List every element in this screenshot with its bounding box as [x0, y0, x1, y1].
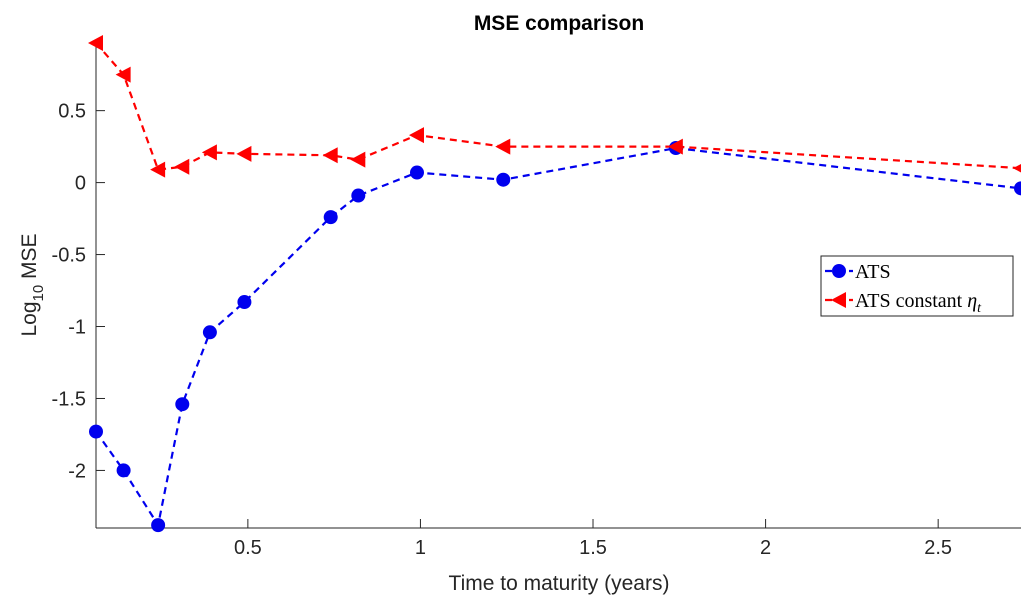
series-line-1	[95, 42, 1021, 171]
y-tick-label: -0.5	[52, 245, 86, 267]
x-tick-label: 1	[415, 537, 426, 559]
y-axis-label-rest: MSE	[18, 233, 41, 284]
series-layer	[88, 35, 1021, 533]
data-point-ats-constant	[667, 138, 683, 155]
legend-label-eta-symbol: η	[967, 290, 977, 312]
x-ticks: 0.5 1 1.5 2 2.5	[234, 519, 952, 559]
y-tick-label: -1.5	[52, 388, 86, 410]
y-tick-label: 0	[75, 173, 86, 195]
data-point-ats	[151, 518, 166, 533]
data-point-ats	[409, 165, 424, 180]
data-point-ats	[175, 397, 190, 412]
data-point-ats-constant	[201, 144, 217, 161]
legend-label-ats: ATS	[855, 261, 891, 283]
data-point-ats	[323, 210, 338, 225]
data-point-ats-constant	[495, 138, 511, 155]
y-axis-label-main: Log	[18, 301, 41, 336]
data-point-ats-constant	[236, 145, 252, 162]
axes	[95, 43, 1021, 529]
series-line-0	[95, 146, 1021, 529]
x-tick-label: 2.5	[924, 537, 952, 559]
data-point-ats-constant	[408, 127, 424, 144]
legend-box	[820, 255, 1014, 317]
x-tick-label: 0.5	[234, 537, 262, 559]
data-point-ats-constant	[150, 161, 166, 178]
legend: ATS ATS constant ηt	[820, 255, 1014, 317]
data-point-ats	[496, 172, 511, 187]
x-tick-label: 2	[760, 537, 771, 559]
data-point-ats-constant	[115, 66, 131, 83]
data-point-ats	[116, 463, 131, 478]
data-point-ats	[1014, 181, 1021, 196]
data-point-ats	[237, 295, 252, 310]
y-tick-label: -1	[68, 317, 86, 339]
x-axis-label: Time to maturity (years)	[449, 572, 670, 595]
y-axis-label: Log10 MSE	[18, 233, 47, 336]
chart-title: MSE comparison	[474, 12, 644, 35]
data-point-ats	[202, 325, 217, 340]
x-tick-label: 1.5	[579, 537, 607, 559]
y-tick-label: -2	[68, 460, 86, 482]
y-tick-label: 0.5	[58, 101, 86, 123]
legend-marker-ats-constant	[831, 292, 846, 308]
data-point-ats-constant	[1013, 163, 1021, 173]
data-point-ats-constant	[350, 151, 366, 168]
data-point-ats-constant	[322, 147, 338, 164]
data-point-ats-constant	[174, 158, 190, 175]
data-point-ats	[89, 424, 103, 439]
data-point-ats-constant	[88, 35, 103, 51]
legend-label-eta-subscript: t	[977, 301, 982, 316]
legend-label-ats-constant: ATS constant ηt	[855, 290, 982, 316]
y-axis-label-subscript: 10	[30, 285, 47, 302]
data-point-ats	[351, 188, 366, 203]
legend-marker-ats	[832, 264, 846, 278]
legend-label-ats-constant-main: ATS constant	[855, 290, 967, 312]
y-ticks: 0.5 0 -0.5 -1 -1.5 -2	[52, 101, 105, 482]
